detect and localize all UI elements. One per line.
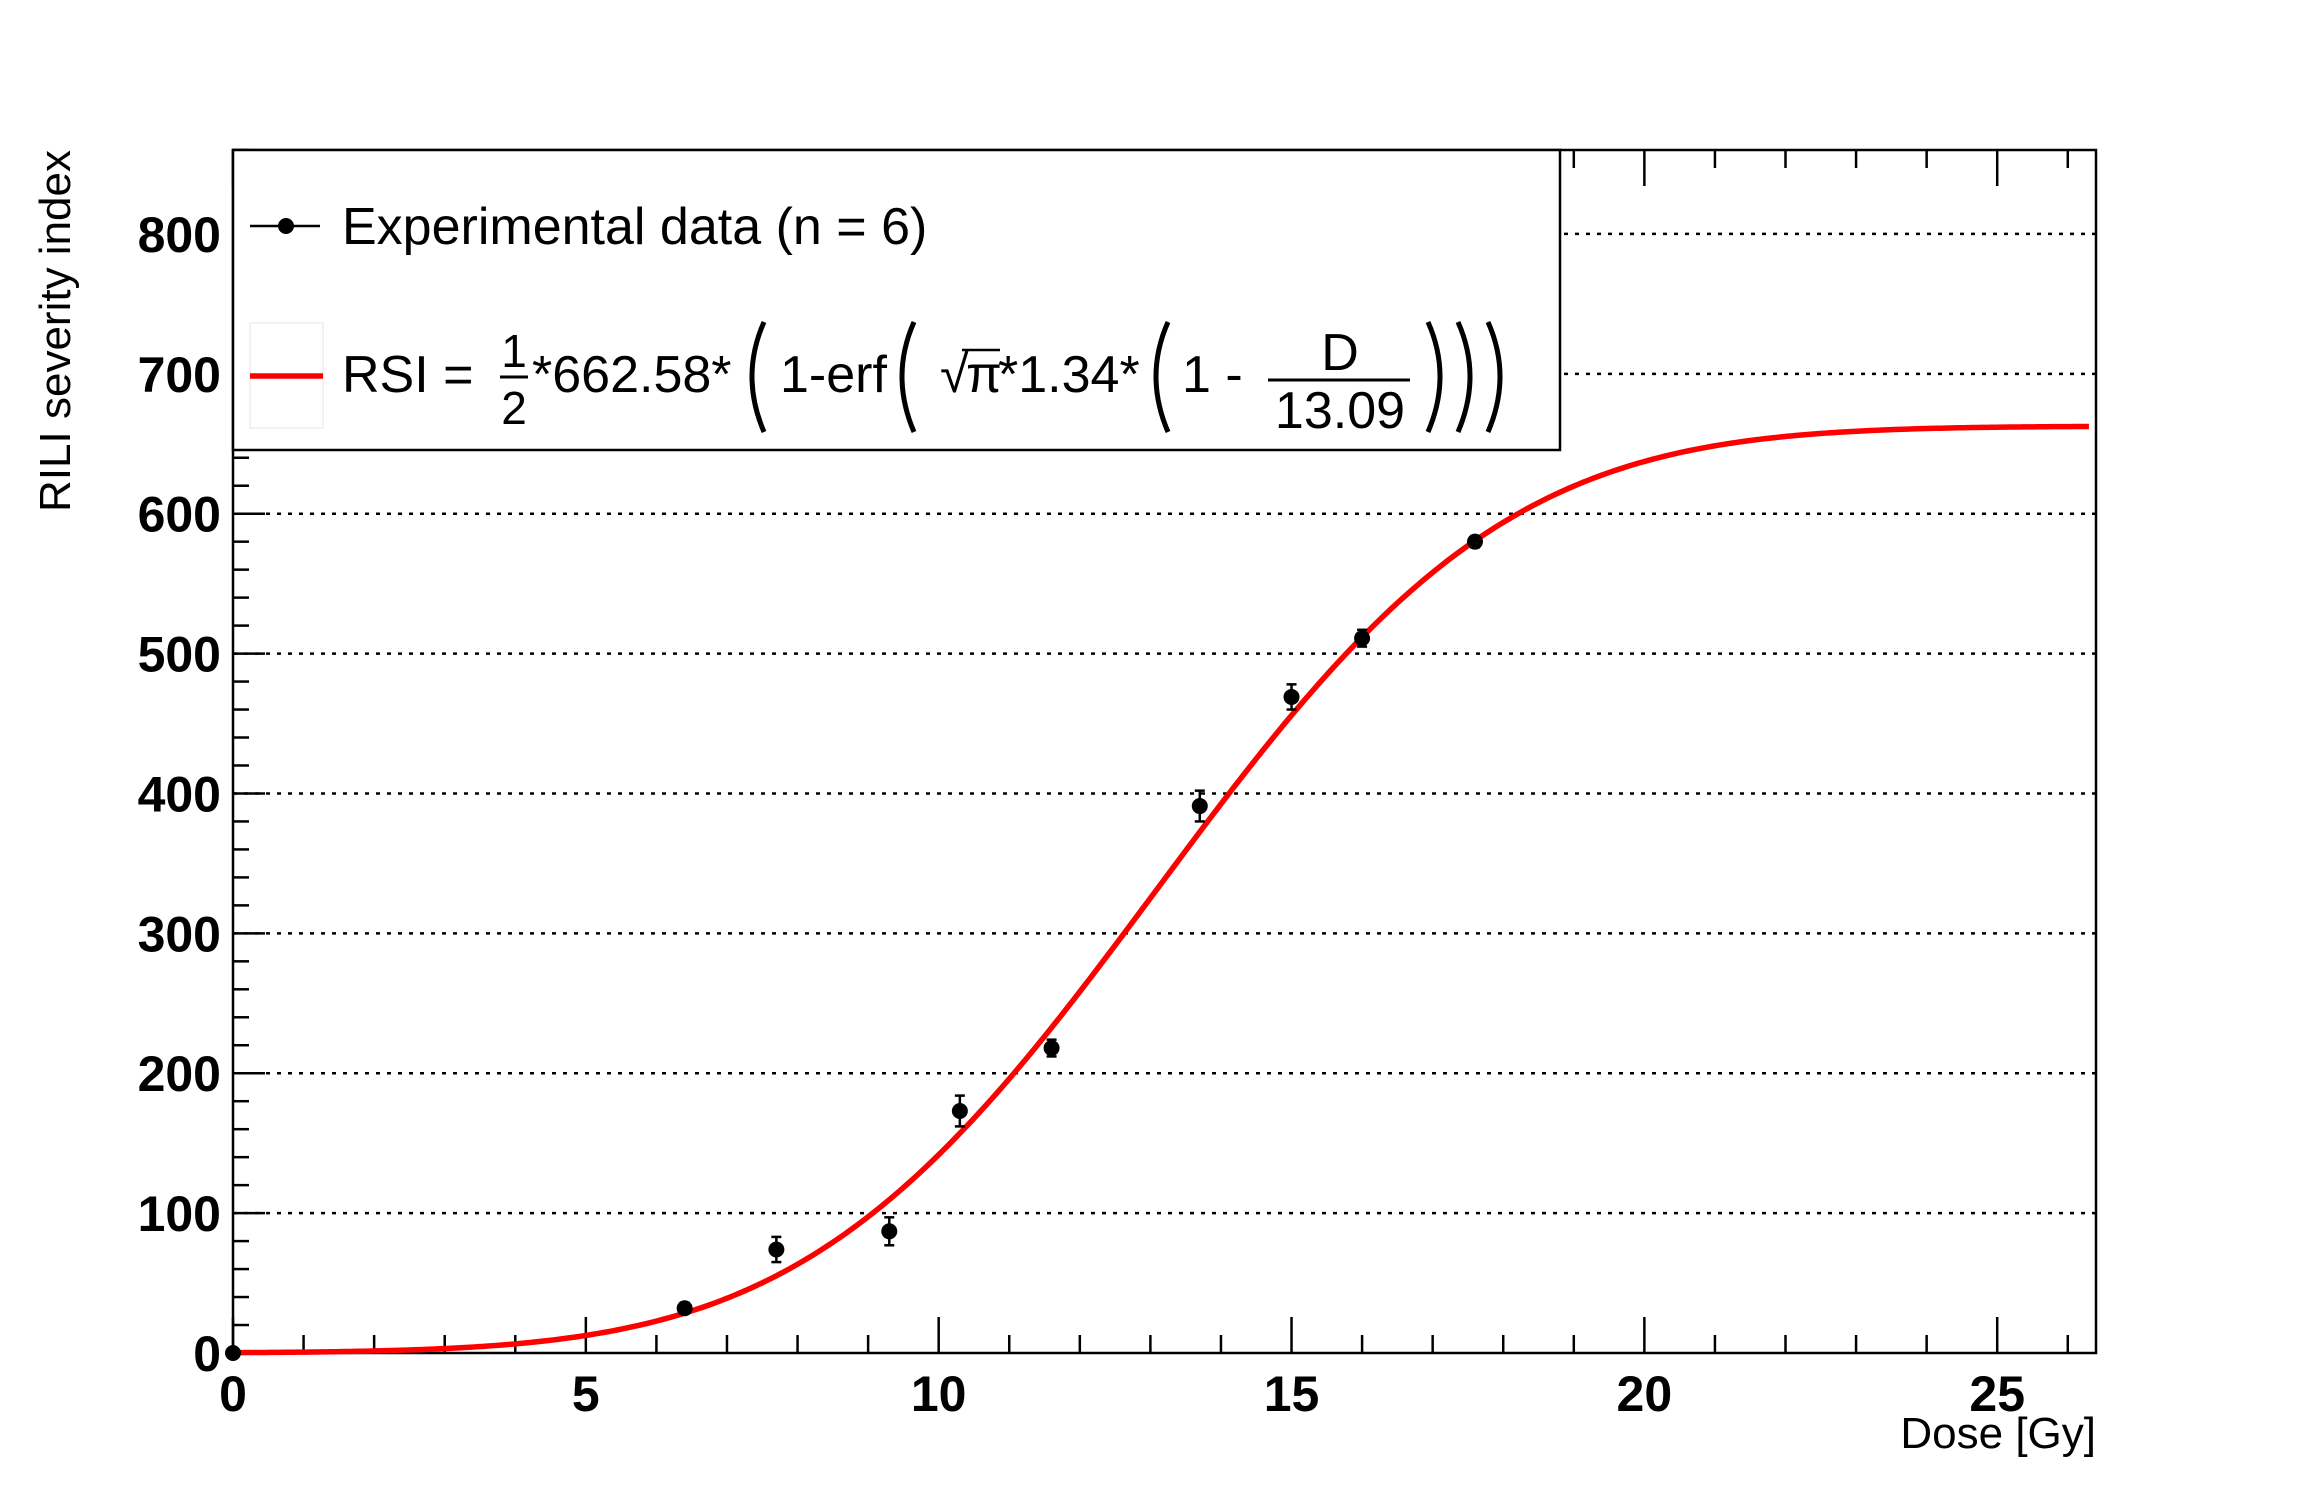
y-axis-title: RILI severity index <box>31 150 80 512</box>
legend-data-marker <box>278 218 294 234</box>
y-tick-label: 100 <box>138 1186 221 1242</box>
formula-prefix: RSI = <box>342 346 474 404</box>
formula-sqrt-symbol: √ <box>940 346 969 404</box>
formula-paren-open-3 <box>1153 320 1171 433</box>
data-point <box>1191 798 1208 815</box>
legend: Experimental data (n = 6) RSI = 1 2 *662… <box>231 148 1562 452</box>
x-tick-label: 15 <box>1264 1366 1320 1422</box>
formula-coefficient: *1.34* <box>998 346 1140 404</box>
data-point <box>1283 688 1300 705</box>
formula-one-minus: 1 - <box>1182 346 1243 404</box>
y-tick-label: 400 <box>138 766 221 822</box>
formula-erf: 1-erf <box>780 346 887 404</box>
data-point <box>1467 533 1483 550</box>
formula-paren-close-3 <box>1425 320 1443 433</box>
legend-box <box>231 148 1562 452</box>
data-point <box>1354 630 1371 647</box>
fit-curve <box>232 423 2089 1356</box>
x-tick-label: 5 <box>572 1366 600 1422</box>
y-tick-label: 0 <box>193 1326 221 1382</box>
formula-paren-close-2 <box>1455 320 1473 433</box>
y-tick-label: 500 <box>138 627 221 683</box>
legend-fit-formula: RSI = 1 2 *662.58* 1-erf √ π *1.34* 1 - … <box>342 320 1503 440</box>
y-tick-label: 800 <box>138 207 221 263</box>
data-point <box>676 1300 693 1317</box>
formula-half-denominator: 2 <box>501 382 527 434</box>
formula-paren-open-2 <box>899 320 917 433</box>
y-tick-labels: 0 100 200 300 400 500 600 700 800 <box>138 207 221 1382</box>
formula-amplitude: *662.58* <box>532 346 732 404</box>
formula-paren-open-1 <box>749 320 767 433</box>
x-axis-title: Dose [Gy] <box>1900 1409 2096 1458</box>
data-points <box>225 533 1483 1361</box>
y-tick-label: 700 <box>138 347 221 403</box>
formula-d-denominator: 13.09 <box>1275 382 1405 440</box>
x-tick-labels: 0 5 10 15 20 25 <box>219 1366 2025 1422</box>
formula-d-numerator: D <box>1321 324 1359 382</box>
data-point <box>1043 1040 1060 1057</box>
x-tick-label: 20 <box>1617 1366 1673 1422</box>
data-point <box>768 1241 785 1258</box>
data-point <box>951 1103 968 1120</box>
formula-half-numerator: 1 <box>501 325 527 377</box>
data-point <box>881 1223 898 1240</box>
legend-data-label: Experimental data (n = 6) <box>342 198 927 256</box>
x-tick-label: 10 <box>911 1366 967 1422</box>
y-tick-label: 600 <box>138 487 221 543</box>
formula-pi: π <box>966 346 1002 404</box>
formula-paren-close-1 <box>1485 320 1503 433</box>
y-tick-label: 200 <box>138 1046 221 1102</box>
y-tick-label: 300 <box>138 906 221 962</box>
x-tick-label: 0 <box>219 1366 247 1422</box>
x-tick-label: 25 <box>1969 1366 2025 1422</box>
data-point <box>225 1345 241 1361</box>
